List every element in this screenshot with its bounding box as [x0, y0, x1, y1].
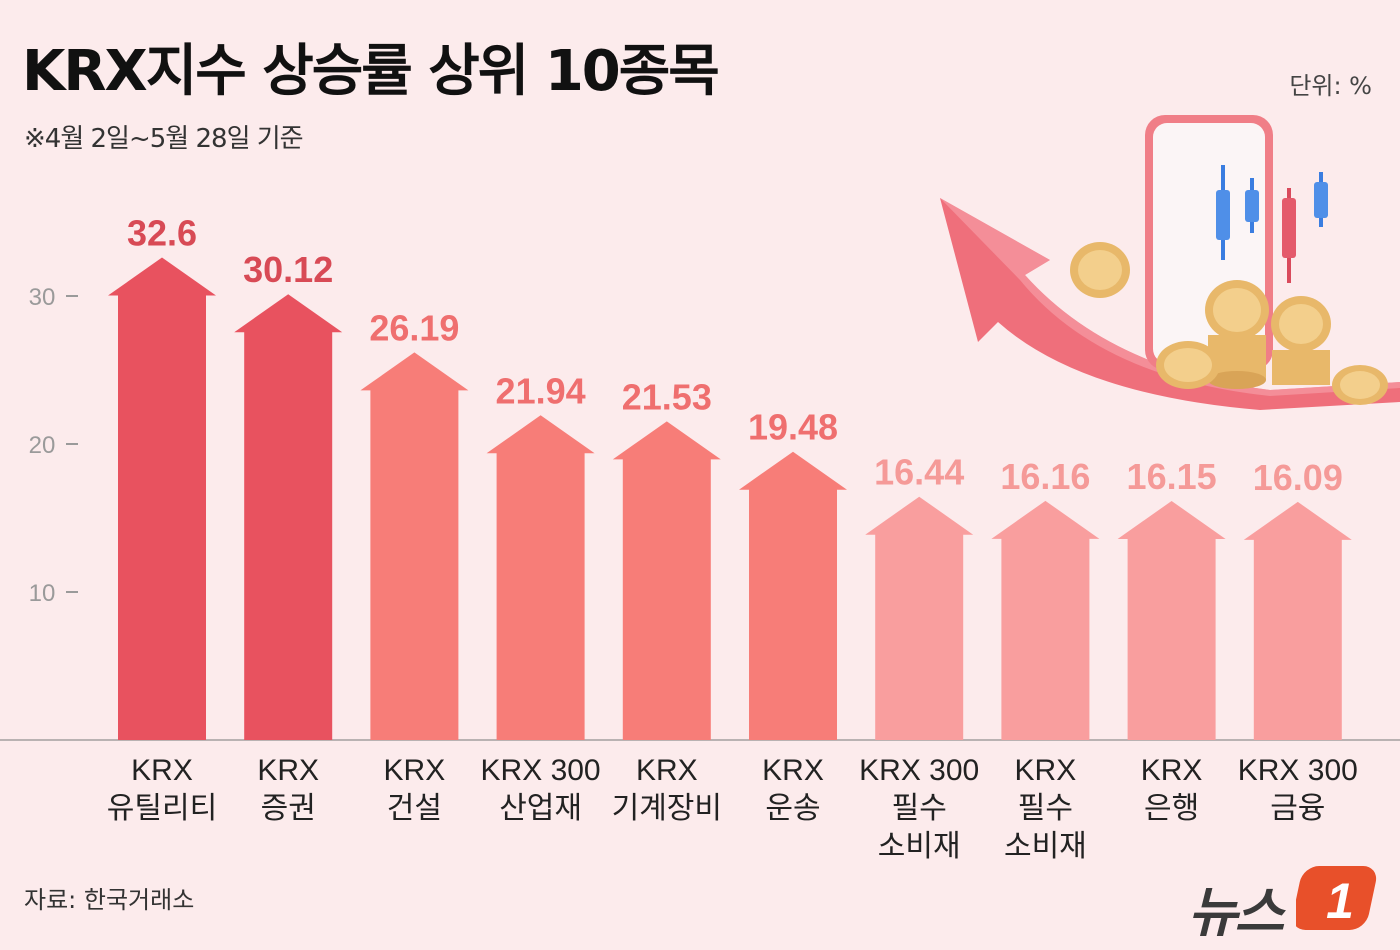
bar-arrow: [865, 496, 974, 740]
coins-icon: [1070, 242, 1388, 405]
data-label: 21.53: [622, 376, 712, 417]
bar-arrow: [739, 451, 847, 740]
data-label: 19.48: [748, 407, 838, 448]
stock-growth-illustration: [940, 115, 1400, 410]
category-label: 은행: [1144, 792, 1199, 825]
category-label: 유틸리티: [107, 792, 217, 825]
category-label: 금융: [1270, 792, 1325, 825]
data-label: 30.12: [243, 249, 333, 290]
source-note: 자료: 한국거래소: [24, 886, 195, 914]
logo-text: 뉴스: [1188, 881, 1284, 944]
data-label: 16.44: [874, 452, 964, 493]
bar-arrow: [1117, 500, 1226, 740]
category-label: KRX: [1141, 754, 1203, 787]
bar-arrow: [612, 421, 721, 740]
category-label: KRX 300: [1238, 754, 1358, 787]
category-label: 산업재: [499, 792, 582, 825]
data-label: 16.16: [1000, 456, 1090, 497]
category-label: KRX: [384, 754, 446, 787]
data-label: 26.19: [369, 307, 459, 348]
data-label: 32.6: [127, 213, 197, 254]
unit-label: 단위: %: [1289, 72, 1372, 100]
category-label: 소비재: [878, 830, 961, 863]
category-label: KRX 300: [481, 754, 601, 787]
bar-arrow: [486, 415, 595, 740]
category-labels: KRX 유틸리티 KRX 증권 KRX 건설 KRX 300 산업재 KRX 기계장비 KRX 운송 K…: [107, 754, 1358, 863]
logo-mark-icon: 1: [1296, 866, 1377, 930]
y-tick-label: 30: [29, 284, 56, 311]
category-label: 건설: [387, 792, 442, 825]
subtitle: ※4월 2일~5월 28일 기준: [24, 124, 304, 154]
data-label: 16.09: [1253, 457, 1343, 498]
category-label: 기계장비: [612, 792, 722, 825]
category-label: 운송: [765, 792, 820, 825]
logo-mark-text: 1: [1326, 873, 1354, 929]
page-title: KRX지수 상승률 상위 10종목: [22, 39, 720, 104]
category-label: 증권: [261, 792, 316, 825]
data-label: 16.15: [1127, 456, 1217, 497]
category-label: KRX 300: [859, 754, 979, 787]
category-label: KRX: [1015, 754, 1077, 787]
bar-series: 32.6 30.12 26.19 21.94 21.53 19.48 16.44 16.16 1…: [108, 213, 1352, 740]
candlestick-icon: [1216, 165, 1328, 283]
y-tick-label: 10: [29, 580, 56, 607]
category-label: KRX: [636, 754, 698, 787]
bar-arrow: [360, 352, 469, 740]
news1-logo: 뉴스 1: [1188, 862, 1388, 944]
category-label: 소비재: [1004, 830, 1087, 863]
category-label: KRX: [762, 754, 824, 787]
data-label: 21.94: [496, 370, 586, 411]
category-label: KRX: [131, 754, 193, 787]
category-label: 필수: [892, 792, 947, 825]
rising-arrow-icon: [940, 198, 1400, 410]
bar-arrow: [991, 500, 1100, 740]
category-label: 필수: [1018, 792, 1073, 825]
y-tick-label: 20: [29, 432, 56, 459]
bar-arrow: [1243, 501, 1352, 740]
bar-arrow: [234, 294, 343, 740]
category-label: KRX: [257, 754, 319, 787]
bar-arrow: [108, 257, 216, 740]
